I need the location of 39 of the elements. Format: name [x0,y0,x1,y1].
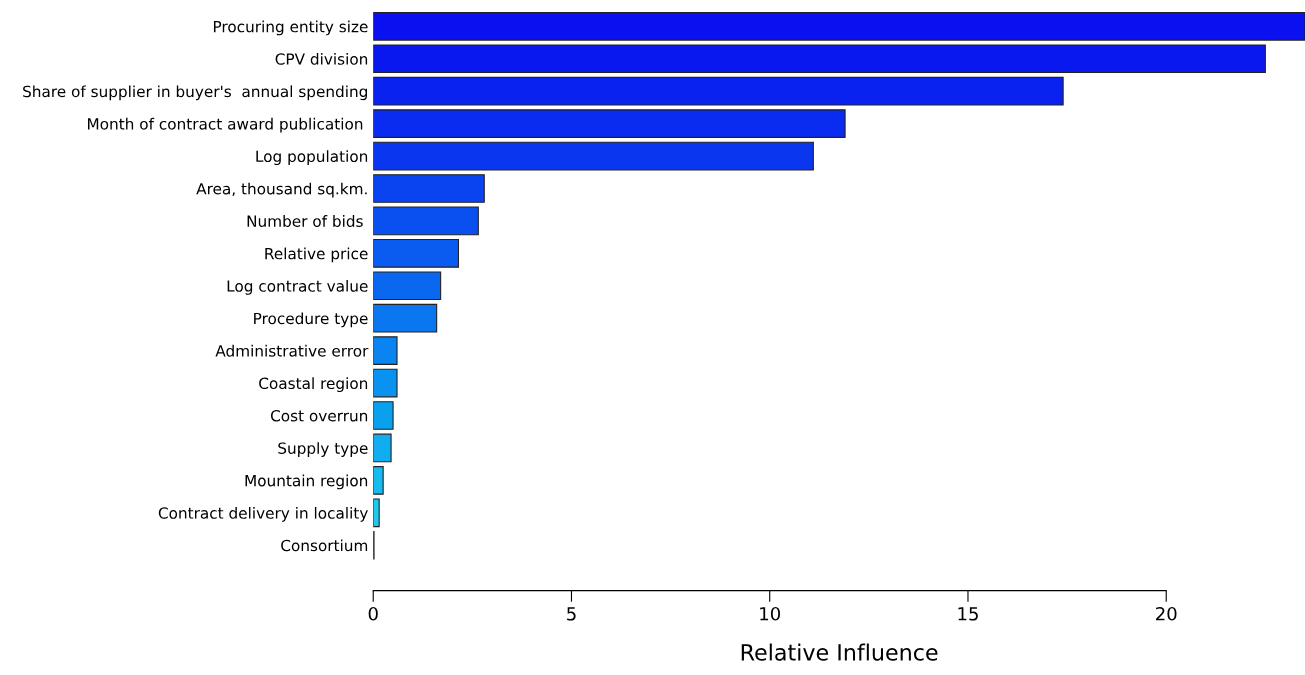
x-axis-title: Relative Influence [741,643,938,661]
y-tick-label: Consortium [281,539,368,552]
bar [373,76,1064,106]
x-tick-label: 10 [760,606,781,621]
bar [373,174,485,203]
bar [373,12,1305,41]
bar [373,109,846,138]
y-tick-label: Area, thousand sq.km. [196,182,367,198]
y-tick-label: CPV division [275,52,368,65]
bar [373,401,394,430]
y-tick-label: Cost overrun [270,409,368,422]
bar [373,498,380,528]
bar [373,303,438,333]
x-tick-label: 20 [1156,606,1177,621]
y-tick-label: Contract delivery in locality [158,506,368,522]
x-tick-label: 0 [368,606,378,621]
bar [373,336,398,365]
y-tick-label: Procuring entity size [213,20,368,36]
y-tick-label: Supply type [278,442,368,457]
x-tick-label: 15 [958,607,978,621]
y-tick-label: Procedure type [254,312,368,328]
y-tick-label: Mountain region [245,474,368,490]
y-tick-label: Number of bids [247,215,363,227]
bar [373,141,814,171]
bar [373,239,460,268]
y-tick-label: Share of supplier in buyer's annual spending [23,85,367,101]
y-tick-label: Log population [256,150,368,166]
x-tick-label: 5 [567,607,576,621]
bar [373,206,479,236]
y-tick-label: Coastal region [259,377,368,393]
bar [373,44,1266,74]
y-tick-label: Relative price [265,247,368,263]
bar [373,368,398,398]
bar [373,433,392,463]
bar [373,466,384,495]
y-tick-label: Log contract value [227,279,368,295]
bar [373,271,442,301]
y-tick-label: Month of contract award publication [88,117,363,133]
y-tick-label: Administrative error [215,344,369,357]
